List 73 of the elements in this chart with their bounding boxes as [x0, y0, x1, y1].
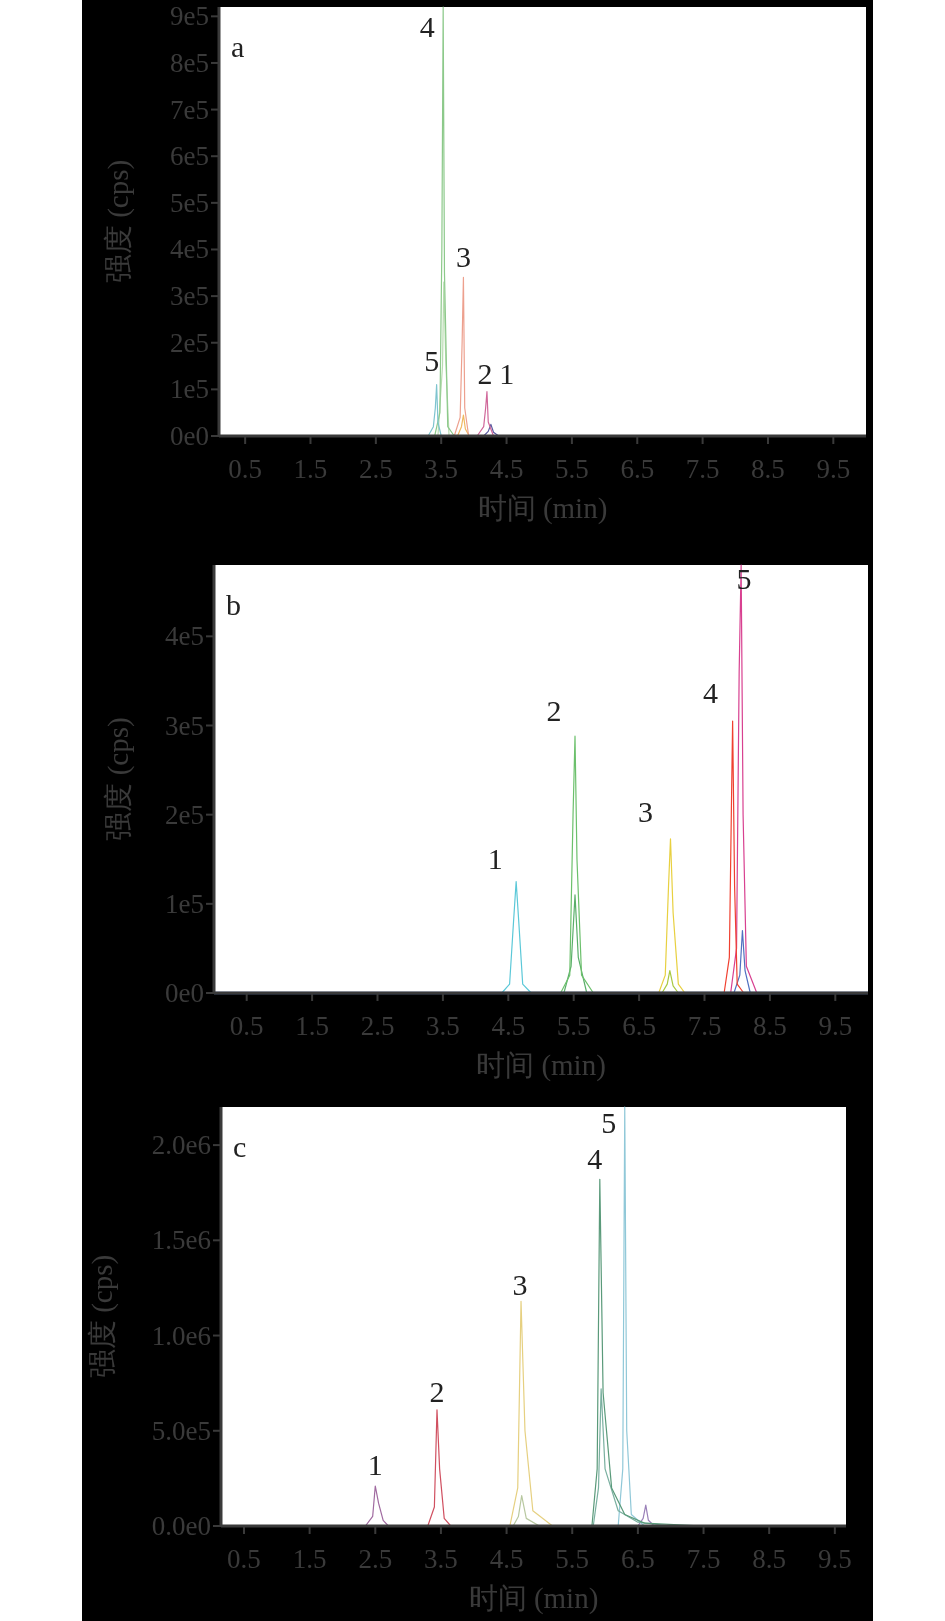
x-tick-label: 7.5: [685, 454, 720, 484]
x-tick-label: 4.5: [489, 1544, 524, 1574]
x-tick-label: 2.5: [358, 1544, 393, 1574]
x-axis-title: 时间 (min): [477, 492, 608, 525]
x-tick-label: 0.5: [229, 1011, 264, 1041]
annotation: 4: [703, 676, 719, 710]
y-tick-label: 2.0e6: [151, 1130, 211, 1161]
y-tick-label: 0.0e0: [151, 1511, 211, 1541]
y-tick-label: 0e0: [165, 978, 204, 1008]
annotation: 1: [499, 357, 515, 391]
annotation: 4: [587, 1142, 603, 1176]
annotation: 2: [477, 356, 493, 390]
y-tick-label: 3e5: [165, 710, 204, 741]
x-tick-label: 8.5: [753, 1011, 787, 1041]
annotation: 1: [487, 841, 503, 875]
x-tick-label: 8.5: [752, 1544, 787, 1574]
y-tick-label: 5.0e5: [151, 1415, 211, 1446]
x-tick-label: 3.5: [424, 454, 459, 484]
annotation: 3: [455, 240, 471, 274]
y-tick-label: 7e5: [170, 94, 209, 125]
x-axis-title: 时间 (min): [468, 1582, 599, 1615]
y-axis-title: 强度 (cps): [102, 159, 135, 284]
x-tick-label: 6.5: [622, 1011, 656, 1041]
annotation: 5: [601, 1106, 617, 1139]
x-tick-label: 4.5: [489, 454, 524, 484]
x-tick-label: 6.5: [620, 454, 655, 484]
x-tick-label: 0.5: [227, 1544, 261, 1574]
annotation: 5: [424, 343, 440, 377]
y-tick-label: 8e5: [170, 47, 209, 78]
y-tick-label: 0e0: [170, 421, 209, 451]
annotation: 3: [637, 794, 653, 828]
y-axis-title: 强度 (cps): [86, 1254, 119, 1379]
annotation: 3: [512, 1268, 528, 1302]
y-axis-title: 强度 (cps): [102, 717, 135, 841]
x-tick-label: 1.5: [295, 1011, 329, 1041]
y-tick-label: 2e5: [165, 799, 204, 830]
x-tick-label: 0.5: [228, 454, 263, 484]
y-tick-label: 1.5e6: [151, 1225, 211, 1256]
x-tick-label: 5.5: [555, 1544, 590, 1574]
x-tick-label: 6.5: [621, 1544, 655, 1574]
x-tick-label: 2.5: [360, 1011, 395, 1041]
annotation: b: [226, 588, 241, 621]
x-tick-label: 9.5: [817, 1544, 852, 1574]
x-tick-label: 9.5: [816, 454, 851, 484]
x-tick-label: 5.5: [556, 1011, 591, 1041]
y-tick-label: 3e5: [170, 281, 209, 312]
x-tick-label: 8.5: [751, 454, 785, 484]
annotation: c: [233, 1130, 247, 1163]
annotation: 2: [546, 694, 562, 728]
y-tick-label: 2e5: [170, 327, 209, 358]
y-tick-label: 5e5: [170, 187, 209, 218]
annotation: 2: [429, 1374, 445, 1408]
y-tick-label: 4e5: [165, 621, 204, 652]
x-tick-label: 9.5: [818, 1011, 853, 1041]
x-axis-title: 时间 (min): [476, 1049, 606, 1082]
y-tick-label: 4e5: [170, 234, 209, 265]
annotation: 4: [419, 10, 435, 43]
x-tick-label: 5.5: [555, 454, 589, 484]
x-tick-label: 1.5: [293, 454, 328, 484]
annotation: 1: [367, 1448, 383, 1481]
y-tick-label: 6e5: [170, 141, 209, 172]
y-tick-label: 1.0e6: [151, 1320, 211, 1351]
x-tick-label: 4.5: [491, 1011, 526, 1041]
y-tick-label: 1e5: [170, 374, 209, 405]
x-tick-label: 1.5: [292, 1544, 327, 1574]
x-tick-label: 3.5: [426, 1011, 460, 1041]
x-tick-label: 7.5: [687, 1011, 722, 1041]
annotation: a: [231, 30, 245, 63]
x-tick-label: 3.5: [424, 1544, 458, 1574]
y-tick-label: 1e5: [165, 888, 204, 919]
x-tick-label: 7.5: [686, 1544, 721, 1574]
x-tick-label: 2.5: [358, 454, 393, 484]
y-tick-label: 9e5: [170, 1, 209, 32]
